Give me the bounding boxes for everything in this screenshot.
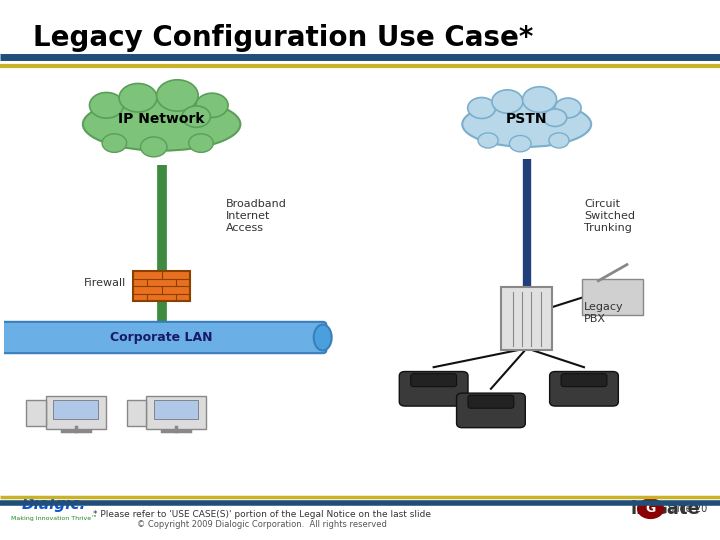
Circle shape	[140, 137, 167, 157]
Text: Legacy Configuration Use Case*: Legacy Configuration Use Case*	[33, 24, 533, 52]
Circle shape	[492, 90, 523, 113]
Ellipse shape	[462, 102, 591, 147]
Circle shape	[89, 92, 124, 118]
Circle shape	[555, 98, 581, 118]
FancyBboxPatch shape	[549, 372, 618, 406]
FancyBboxPatch shape	[133, 271, 190, 301]
Text: Circuit
Switched
Trunking: Circuit Switched Trunking	[584, 199, 635, 233]
Text: Gate: Gate	[652, 500, 700, 518]
Circle shape	[510, 136, 531, 152]
Text: PSTN: PSTN	[506, 112, 547, 126]
Circle shape	[119, 84, 157, 112]
FancyBboxPatch shape	[410, 374, 456, 387]
Text: Dialgic.: Dialgic.	[22, 497, 86, 512]
Circle shape	[549, 133, 569, 148]
FancyBboxPatch shape	[53, 400, 98, 419]
Text: G: G	[645, 502, 656, 515]
FancyBboxPatch shape	[0, 322, 326, 353]
FancyBboxPatch shape	[27, 400, 45, 427]
Text: Slide 20: Slide 20	[668, 504, 708, 514]
FancyBboxPatch shape	[127, 400, 146, 427]
Circle shape	[196, 93, 228, 117]
Circle shape	[468, 98, 495, 118]
FancyBboxPatch shape	[400, 372, 468, 406]
Ellipse shape	[83, 98, 240, 151]
Circle shape	[638, 499, 663, 518]
FancyBboxPatch shape	[468, 395, 514, 408]
Circle shape	[102, 134, 127, 152]
FancyBboxPatch shape	[146, 396, 206, 429]
Circle shape	[544, 109, 567, 126]
FancyBboxPatch shape	[582, 279, 644, 315]
FancyBboxPatch shape	[45, 396, 106, 429]
FancyBboxPatch shape	[456, 393, 526, 428]
Text: Legacy
PBX: Legacy PBX	[584, 302, 624, 324]
Text: © Copyright 2009 Dialogic Corporation.  All rights reserved: © Copyright 2009 Dialogic Corporation. A…	[137, 521, 387, 529]
Text: IP Network: IP Network	[118, 112, 205, 126]
Text: in: in	[631, 500, 649, 518]
Text: Corporate LAN: Corporate LAN	[110, 331, 213, 344]
Text: Making Innovation Thrive™: Making Innovation Thrive™	[11, 516, 97, 521]
Circle shape	[156, 80, 198, 111]
FancyBboxPatch shape	[153, 400, 198, 419]
Text: Firewall: Firewall	[84, 279, 126, 288]
Circle shape	[478, 133, 498, 148]
Circle shape	[189, 134, 213, 152]
Ellipse shape	[314, 325, 332, 350]
Text: Broadband
Internet
Access: Broadband Internet Access	[226, 199, 287, 233]
Circle shape	[523, 87, 557, 112]
Circle shape	[182, 106, 210, 127]
FancyBboxPatch shape	[561, 374, 607, 387]
Text: * Please refer to 'USE CASE(S)' portion of the Legal Notice on the last slide: * Please refer to 'USE CASE(S)' portion …	[93, 510, 431, 518]
FancyBboxPatch shape	[501, 287, 552, 350]
